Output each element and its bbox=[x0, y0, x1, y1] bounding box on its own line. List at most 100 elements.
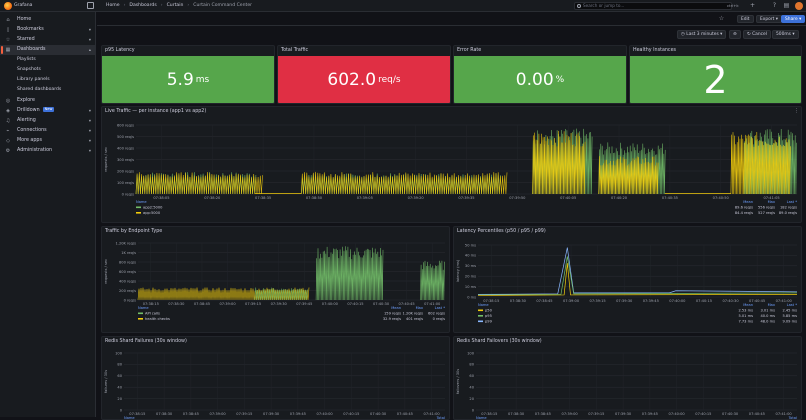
panel-menu-icon[interactable]: ⋮ bbox=[794, 108, 799, 114]
panel-traffic-by-endpoint[interactable]: Traffic by Endpoint Type 1.20K req/s 1K r… bbox=[101, 226, 450, 333]
export-button[interactable]: Export ▾ bbox=[756, 15, 782, 23]
legend-series-name[interactable]: app2:5000 bbox=[143, 206, 163, 210]
x-tick-label: 07:39:15 bbox=[245, 302, 261, 306]
cancel-refresh-button[interactable]: ↻ Cancel bbox=[743, 30, 771, 39]
panel-title: Redis Shard Failures (30s window) bbox=[105, 339, 187, 344]
edit-button[interactable]: Edit bbox=[737, 15, 754, 23]
x-tick-label: 07:40:20 bbox=[611, 196, 628, 200]
sidebar-item-connections[interactable]: ⌁ Connections ▾ bbox=[0, 126, 96, 136]
breadcrumb: Home › Dashboards › Curtain › Curtain Comma… bbox=[106, 3, 252, 8]
y-tick-label: 40 bbox=[117, 386, 122, 390]
help-icon[interactable]: ? bbox=[772, 2, 777, 9]
sidebar-item-more-apps[interactable]: ◇ More apps ▾ bbox=[0, 136, 96, 146]
search-icon bbox=[577, 4, 581, 8]
legend-header-name[interactable]: Name bbox=[124, 416, 135, 419]
search-shortcut: ctrl+k bbox=[727, 3, 739, 8]
stat-panel-healthy-instances[interactable]: Healthy Instances 2 bbox=[629, 45, 802, 104]
star-icon[interactable]: ☆ bbox=[718, 15, 725, 22]
x-tick-label: 07:39:35 bbox=[458, 196, 474, 200]
grafana-logo-icon[interactable] bbox=[4, 2, 12, 10]
share-button[interactable]: Share ▾ bbox=[781, 15, 806, 23]
x-tick-label: 07:39:05 bbox=[357, 196, 373, 200]
drilldown-icon: ◈ bbox=[6, 108, 10, 114]
legend-header-col[interactable]: Last * bbox=[435, 306, 446, 310]
sidebar-item-playlists[interactable]: Playlists bbox=[0, 55, 96, 65]
news-icon[interactable]: ▤ bbox=[783, 2, 790, 9]
breadcrumb-dashboards[interactable]: Dashboards bbox=[129, 3, 157, 8]
dock-menu-icon[interactable] bbox=[87, 2, 94, 9]
panel-redis-shard-failures[interactable]: Redis Shard Failures (30s window) 100 80 6… bbox=[101, 336, 450, 420]
x-tick-label: 07:40:00 bbox=[669, 299, 686, 303]
x-tick-label: 07:38:15 bbox=[129, 412, 145, 416]
chevron-down-icon[interactable]: ▾ bbox=[88, 37, 91, 42]
chevron-down-icon[interactable]: ▾ bbox=[88, 118, 91, 123]
refresh-interval-picker[interactable]: 500ms ▾ bbox=[772, 30, 799, 39]
stat-panel-total-traffic[interactable]: Total Traffic 602.0 req/s bbox=[277, 45, 451, 104]
legend-header-col[interactable]: Max bbox=[416, 306, 424, 310]
legend-header-col[interactable]: Last * bbox=[787, 303, 798, 307]
stat-panel-p95-latency[interactable]: p95 Latency 5.9 ms bbox=[101, 45, 275, 104]
legend-header-col[interactable]: Mean bbox=[743, 200, 753, 204]
legend-header-name[interactable]: Name bbox=[136, 200, 147, 204]
sidebar-item-explore[interactable]: ◎ Explore bbox=[0, 96, 96, 106]
chevron-down-icon[interactable]: ▾ bbox=[88, 138, 91, 143]
legend-header-col[interactable]: Mean bbox=[743, 303, 753, 307]
share-label: Share bbox=[785, 17, 798, 22]
legend-header-name[interactable]: Name bbox=[138, 306, 149, 310]
x-tick-label: 07:39:00 bbox=[563, 299, 580, 303]
sidebar-item-dashboards[interactable]: ▦ Dashboards ▴ bbox=[0, 45, 96, 55]
y-tick-label: 100 bbox=[115, 351, 123, 355]
chevron-down-icon[interactable]: ▾ bbox=[88, 108, 91, 113]
chevron-up-icon[interactable]: ▴ bbox=[88, 47, 91, 52]
stat-panel-error-rate[interactable]: Error Rate 0.00% bbox=[453, 45, 627, 104]
sidebar-item-starred[interactable]: ☆ Starred ▾ bbox=[0, 35, 96, 45]
sidebar-item-administration[interactable]: ⚙ Administration ▾ bbox=[0, 146, 96, 156]
sidebar-item-shared-dashboards[interactable]: Shared dashboards bbox=[0, 85, 96, 95]
legend-header-name[interactable]: Name bbox=[478, 303, 489, 307]
legend-series-name[interactable]: p50 bbox=[485, 309, 493, 313]
time-controls: ◷ Last 3 minutes ▾ ⊖ ↻ Cancel 500ms ▾ bbox=[97, 28, 806, 42]
avatar[interactable] bbox=[795, 2, 803, 10]
breadcrumb-folder[interactable]: Curtain bbox=[166, 3, 184, 8]
legend-series-name[interactable]: p95 bbox=[485, 314, 492, 318]
sidebar-item-drilldown[interactable]: ◈ Drilldown New ▾ bbox=[0, 106, 96, 116]
x-tick-label: 07:39:30 bbox=[271, 302, 288, 306]
legend-series-name[interactable]: app:5000 bbox=[143, 211, 161, 215]
sidebar-item-alerting[interactable]: ♫ Alerting ▾ bbox=[0, 116, 96, 126]
sidebar-item-snapshots[interactable]: Snapshots bbox=[0, 65, 96, 75]
chevron-down-icon[interactable]: ▾ bbox=[88, 148, 91, 153]
chevron-down-icon[interactable]: ▾ bbox=[88, 27, 91, 32]
sidebar-item-label: Explore bbox=[17, 98, 35, 103]
chart-svg: 1.20K req/s 1K req/s 800 req/s 600 req/s 400… bbox=[104, 241, 446, 321]
legend-header-col[interactable]: Total bbox=[436, 416, 445, 419]
legend-header-col[interactable]: Max bbox=[768, 303, 776, 307]
legend-value: 0 req/s bbox=[433, 317, 446, 321]
sidebar-item-bookmarks[interactable]: ▯ Bookmarks ▾ bbox=[0, 25, 96, 35]
chevron-down-icon[interactable]: ▾ bbox=[88, 128, 91, 133]
legend-series-name[interactable]: p99 bbox=[485, 320, 493, 324]
zoom-out-button[interactable]: ⊖ bbox=[729, 30, 741, 39]
legend-header-col[interactable]: Total bbox=[788, 416, 797, 419]
legend-series-name[interactable]: health checks bbox=[145, 317, 170, 321]
breadcrumb-home[interactable]: Home bbox=[106, 3, 120, 8]
panel-live-traffic[interactable]: Live Traffic — per instance (app1 vs app… bbox=[101, 106, 802, 223]
legend-header-name[interactable]: Name bbox=[476, 416, 487, 419]
legend-value: 40.0 ms bbox=[760, 314, 775, 318]
legend-header-col[interactable]: Last * bbox=[787, 200, 798, 204]
time-range-picker[interactable]: ◷ Last 3 minutes ▾ bbox=[677, 30, 727, 39]
x-tick-label: 07:40:30 bbox=[370, 412, 387, 416]
legend-value: 89.0 req/s bbox=[779, 211, 797, 215]
y-tick-label: 0 ms bbox=[467, 295, 476, 299]
compass-icon: ◎ bbox=[5, 98, 11, 104]
x-tick-label: 07:39:50 bbox=[509, 196, 526, 200]
legend-value: 1.20K req/s bbox=[403, 312, 424, 316]
panel-latency-percentiles[interactable]: Latency Percentiles (p50 / p95 / p99) 50… bbox=[453, 226, 802, 333]
legend-header-col[interactable]: Max bbox=[768, 200, 776, 204]
legend-header-col[interactable]: Mean bbox=[391, 306, 401, 310]
sidebar-item-home[interactable]: ⌂ Home bbox=[0, 15, 96, 25]
plus-icon[interactable]: + bbox=[749, 2, 756, 9]
panel-redis-shard-failovers[interactable]: Redis Shard Failovers (30s window) 100 80… bbox=[453, 336, 802, 420]
legend-series-name[interactable]: API calls bbox=[145, 312, 160, 316]
search-input[interactable]: Search or jump to... bbox=[574, 2, 732, 10]
sidebar-item-library-panels[interactable]: Library panels bbox=[0, 75, 96, 85]
